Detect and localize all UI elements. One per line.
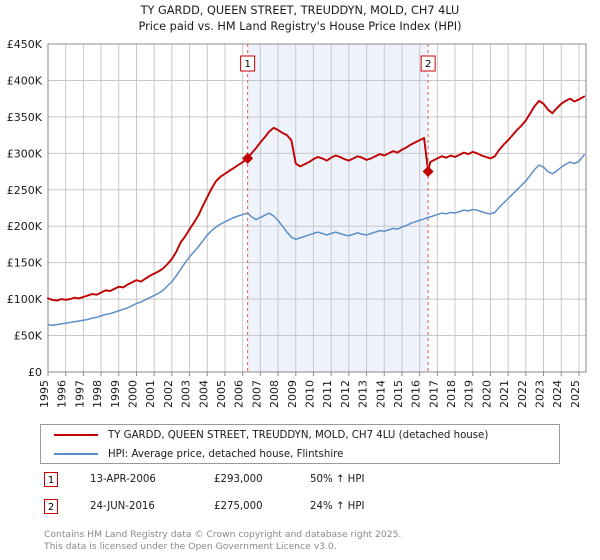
transaction-badge-2: 2 (44, 499, 58, 514)
y-axis-tick-label: £200K (7, 220, 43, 233)
transaction-marker-point-1[interactable] (242, 152, 254, 164)
transaction-marker-label-2: 2 (425, 59, 431, 70)
x-axis-tick-label: 1996 (56, 380, 69, 408)
x-axis-tick-label: 2010 (303, 380, 316, 408)
x-axis-tick-label: 2022 (516, 380, 529, 408)
transaction-span-highlight (247, 44, 429, 372)
x-axis-tick-label: 2001 (144, 380, 157, 408)
x-axis-tick-label: 2016 (410, 380, 423, 408)
transaction-marker-label-1: 1 (244, 59, 250, 70)
legend-swatch-hpi (54, 453, 98, 455)
x-axis-tick-label: 2023 (534, 380, 547, 408)
attribution-footer: Contains HM Land Registry data © Crown c… (44, 529, 584, 552)
transaction-marker-box-1[interactable] (240, 55, 256, 72)
chart-title: TY GARDD, QUEEN STREET, TREUDDYN, MOLD, … (0, 3, 600, 35)
transaction-price-1: £293,000 (214, 474, 263, 485)
transaction-marker-box-2[interactable] (420, 55, 436, 72)
chart-legend: TY GARDD, QUEEN STREET, TREUDDYN, MOLD, … (40, 424, 560, 464)
plot-area: £0 £50K £100K £150K £200K £250K £300K £350K £400… (7, 38, 587, 408)
x-axis-tick-label: 2020 (480, 380, 493, 408)
x-axis-tick-label: 1995 (38, 380, 51, 408)
x-axis-tick-label: 1999 (109, 380, 122, 408)
x-axis-tick-label: 2004 (197, 380, 210, 408)
transaction-date-2: 24-JUN-2016 (90, 501, 155, 512)
series-line-hpi (47, 154, 585, 327)
y-axis-tick-label: £100K (7, 293, 43, 306)
transactions-table: 1 13-APR-2006 £293,000 50% ↑ HPI 2 24-JU… (40, 470, 500, 524)
x-axis-tick-label: 2008 (268, 380, 281, 408)
x-axis-tick-label: 2009 (286, 380, 299, 408)
y-axis-tick-label: £250K (7, 184, 43, 197)
x-axis-tick-label: 2002 (162, 380, 175, 408)
y-axis-tick-label: £50K (14, 330, 43, 343)
x-axis-tick-label: 2025 (569, 380, 582, 408)
transaction-hpi-delta-1: 50% ↑ HPI (310, 474, 365, 485)
transaction-badge-1: 1 (44, 472, 58, 487)
y-axis-tick-label: £0 (28, 366, 42, 379)
x-axis-tick-label: 2017 (427, 380, 440, 408)
x-axis-tick-label: 2019 (463, 380, 476, 408)
title-line-2: Price paid vs. HM Land Registry's House … (138, 20, 462, 33)
x-axis-tick-label: 1998 (91, 380, 104, 408)
x-axis-tick-label: 2000 (126, 380, 139, 408)
legend-entry-hpi: HPI: Average price, detached house, Flin… (41, 444, 343, 464)
x-axis-tick-label: 2012 (339, 380, 352, 408)
x-axis-tick-label: 2014 (374, 380, 387, 408)
legend-label-hpi: HPI: Average price, detached house, Flin… (108, 448, 344, 460)
x-axis-tick-label: 1997 (73, 380, 86, 408)
x-axis-tick-label: 2003 (180, 380, 193, 408)
legend-entry-price-paid: TY GARDD, QUEEN STREET, TREUDDYN, MOLD, … (41, 425, 488, 445)
x-axis-tick-label: 2006 (233, 380, 246, 408)
legend-label-price-paid: TY GARDD, QUEEN STREET, TREUDDYN, MOLD, … (108, 429, 489, 441)
transaction-hpi-delta-2: 24% ↑ HPI (310, 501, 365, 512)
legend-swatch-price-paid (54, 434, 98, 436)
series-line-price-paid (47, 95, 586, 302)
x-axis-tick-label: 2024 (551, 380, 564, 408)
x-axis-tick-label: 2021 (498, 380, 511, 408)
transaction-price-2: £275,000 (214, 501, 263, 512)
footer-line-2: This data is licensed under the Open Gov… (44, 540, 337, 552)
y-axis-tick-label: £300K (7, 147, 43, 160)
transaction-date-1: 13-APR-2006 (90, 474, 156, 485)
x-axis-tick-label: 2005 (215, 380, 228, 408)
footer-line-1: Contains HM Land Registry data © Crown c… (44, 529, 402, 540)
transaction-marker-point-2[interactable] (422, 166, 434, 178)
y-axis-tick-label: £450K (7, 38, 43, 51)
y-axis-tick-label: £150K (7, 257, 43, 270)
y-axis-tick-label: £400K (7, 74, 43, 87)
table-row: 2 24-JUN-2016 £275,000 24% ↑ HPI (40, 497, 500, 524)
y-axis-tick-label: £350K (7, 111, 43, 124)
x-axis-tick-label: 2015 (392, 380, 405, 408)
plot-frame (47, 43, 587, 373)
x-axis-tick-label: 2007 (250, 380, 263, 408)
table-row: 1 13-APR-2006 £293,000 50% ↑ HPI (40, 470, 500, 497)
x-axis-tick-label: 2011 (321, 380, 334, 408)
x-axis-tick-label: 2013 (357, 380, 370, 408)
title-line-1: TY GARDD, QUEEN STREET, TREUDDYN, MOLD, … (140, 4, 460, 17)
x-axis-tick-label: 2018 (445, 380, 458, 408)
